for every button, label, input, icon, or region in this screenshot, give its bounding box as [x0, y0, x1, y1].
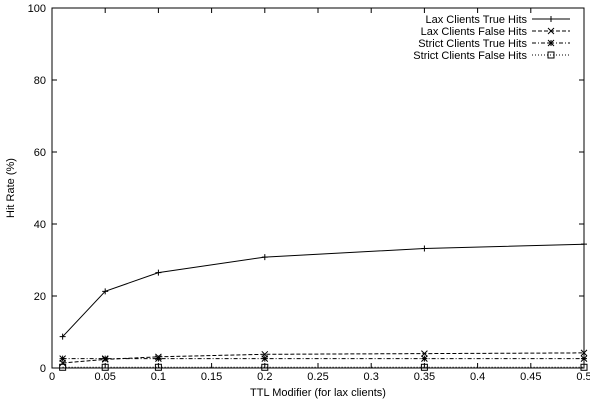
y-axis-label: Hit Rate (%) [5, 158, 17, 218]
x-tick-label: 0.1 [151, 371, 166, 383]
series-layer [59, 241, 588, 371]
data-point [581, 241, 587, 248]
y-tick-label: 100 [28, 3, 46, 15]
data-point [421, 245, 428, 252]
data-point [59, 355, 66, 362]
data-point [261, 363, 269, 371]
data-point [59, 363, 67, 371]
series-group [59, 349, 588, 367]
x-tick-label: 0 [49, 371, 55, 383]
x-tick-label: 0.15 [201, 371, 222, 383]
series-group [59, 241, 587, 340]
legend-marker [547, 27, 555, 35]
data-point [421, 355, 428, 362]
y-tick-label: 20 [34, 291, 46, 303]
x-tick-label: 0.4 [470, 371, 485, 383]
y-tick-label: 80 [34, 75, 46, 87]
legend-label: Strict Clients True Hits [418, 38, 527, 50]
data-point [420, 363, 428, 371]
legend-label: Lax Clients False Hits [421, 26, 528, 38]
series-group [59, 363, 588, 371]
x-tick-label: 0.05 [94, 371, 115, 383]
x-tick-label: 0.25 [307, 371, 328, 383]
legend-label: Lax Clients True Hits [426, 14, 528, 26]
data-point [421, 350, 428, 357]
series-line [62, 243, 585, 338]
data-point [580, 349, 588, 357]
x-tick-label: 0.2 [257, 371, 272, 383]
data-point [101, 355, 109, 362]
data-point [59, 333, 66, 340]
series-group [59, 355, 588, 362]
data-point [102, 288, 109, 295]
x-tick-label: 0.3 [364, 371, 379, 383]
data-point [101, 363, 109, 371]
legend-marker [547, 51, 555, 59]
x-tick-label: 0.5 [576, 371, 590, 383]
x-axis-label: TTL Modifier (for lax clients) [250, 387, 386, 399]
plot-frame [51, 7, 585, 369]
series-line [62, 352, 585, 364]
data-point [261, 355, 269, 362]
data-point [155, 355, 162, 362]
data-point [261, 254, 268, 261]
x-tick-label: 0.35 [414, 371, 435, 383]
data-point [154, 363, 162, 371]
axis-ticks: 0 0.05 0.1 0.15 0.2 0.25 0.3 0.35 0.4 0.45 0.5 0 20 4… [28, 3, 590, 383]
legend-marker [547, 39, 555, 47]
y-tick-label: 40 [34, 219, 46, 231]
y-tick-label: 60 [34, 147, 46, 159]
legend-label: Strict Clients False Hits [413, 50, 527, 62]
data-point [580, 355, 588, 362]
legend-marker [548, 16, 554, 22]
x-tick-label: 0.45 [520, 371, 541, 383]
data-point [155, 269, 162, 276]
y-tick-label: 0 [40, 363, 46, 375]
data-point [580, 363, 588, 371]
